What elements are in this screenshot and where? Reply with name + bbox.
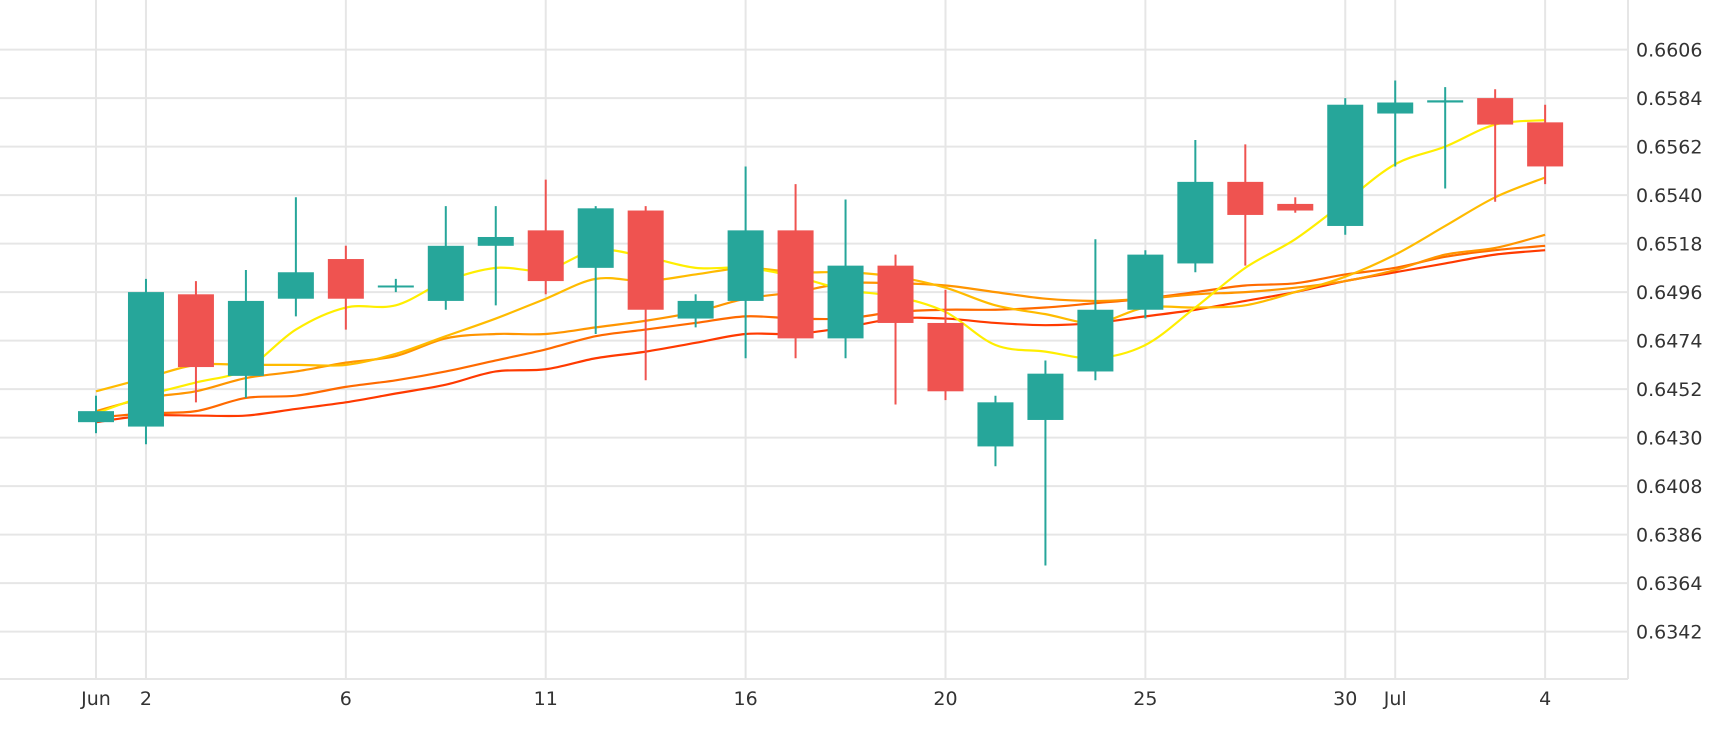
candle-body: [1327, 104, 1364, 226]
ma-2-line: [95, 176, 1546, 393]
y-tick-label: 0.6474: [1636, 331, 1702, 353]
candle: [377, 278, 414, 293]
candle-body: [1477, 98, 1514, 125]
y-tick-label: 0.6496: [1636, 282, 1702, 304]
candle-body: [477, 236, 514, 246]
candle: [1327, 98, 1364, 235]
x-tick-label: 6: [340, 688, 352, 710]
candle-body: [78, 411, 114, 423]
candle-body: [727, 230, 764, 301]
candle-body: [1427, 100, 1464, 103]
moving-average-lines: [95, 119, 1546, 424]
candle: [78, 395, 114, 434]
candle: [1427, 87, 1464, 189]
candle: [477, 206, 514, 306]
candle-body: [827, 265, 864, 339]
candle-body: [127, 292, 164, 427]
candles: [78, 80, 1564, 566]
candle: [1127, 250, 1164, 319]
candle: [577, 206, 614, 334]
candle: [927, 289, 964, 401]
candle-body: [1227, 181, 1264, 215]
candle-body: [577, 208, 614, 268]
candle: [1177, 139, 1214, 273]
y-tick-label: 0.6430: [1636, 428, 1702, 450]
candle-body: [1027, 373, 1064, 420]
candle: [1377, 80, 1414, 167]
x-tick-label: 25: [1133, 688, 1157, 710]
x-tick-label: 4: [1539, 688, 1551, 710]
candle: [177, 281, 214, 403]
y-tick-label: 0.6584: [1636, 88, 1702, 110]
candle-body: [1177, 181, 1214, 264]
candle-body: [877, 265, 914, 323]
candle: [527, 179, 564, 295]
candle: [1227, 144, 1264, 266]
y-tick-label: 0.6606: [1636, 40, 1702, 62]
x-axis: Jun 2 6 11 16 20 25 30 Jul 4: [80, 688, 1551, 710]
y-tick-label: 0.6342: [1636, 622, 1702, 644]
candle: [1077, 239, 1114, 381]
x-tick-label: 30: [1333, 688, 1357, 710]
candle: [727, 166, 764, 359]
y-tick-label: 0.6386: [1636, 525, 1702, 547]
candle: [427, 206, 464, 310]
candle: [1027, 360, 1064, 566]
candle-body: [327, 259, 364, 299]
x-tick-label: 16: [734, 688, 758, 710]
y-tick-label: 0.6562: [1636, 137, 1702, 159]
candle-body: [777, 230, 814, 339]
x-tick-label: Jun: [80, 688, 111, 710]
candle: [877, 254, 914, 405]
candle: [777, 184, 814, 359]
candle-body: [177, 294, 214, 368]
candle-body: [277, 272, 314, 299]
x-tick-label: 20: [933, 688, 957, 710]
candle-body: [377, 285, 414, 288]
grid: [0, 0, 1629, 680]
candle: [227, 270, 264, 398]
candle-body: [627, 210, 664, 310]
candle-body: [677, 300, 714, 319]
candle: [1527, 104, 1564, 185]
ma-1-line: [95, 119, 1546, 415]
x-tick-label: 2: [140, 688, 152, 710]
ma-3-line: [95, 233, 1546, 413]
candle-body: [427, 245, 464, 301]
candle: [827, 199, 864, 359]
x-tick-label: Jul: [1383, 688, 1407, 710]
candle-body: [1527, 122, 1564, 167]
candle: [277, 197, 314, 317]
candle: [1477, 89, 1514, 202]
candle-body: [1077, 309, 1114, 372]
candle-body: [1127, 254, 1164, 310]
candle: [677, 294, 714, 328]
candle: [127, 278, 164, 445]
candle: [977, 395, 1014, 467]
candle-body: [977, 402, 1014, 447]
candle: [1277, 197, 1314, 213]
candle-body: [227, 300, 264, 376]
candle-body: [927, 322, 964, 392]
y-tick-label: 0.6408: [1636, 476, 1702, 498]
y-tick-label: 0.6364: [1636, 573, 1702, 595]
candle-body: [527, 230, 564, 282]
candle: [627, 206, 664, 381]
candle-body: [1277, 203, 1314, 211]
y-tick-label: 0.6452: [1636, 379, 1702, 401]
y-tick-label: 0.6540: [1636, 185, 1702, 207]
candle: [327, 245, 364, 330]
y-tick-label: 0.6518: [1636, 234, 1702, 256]
x-tick-label: 11: [534, 688, 558, 710]
candle-body: [1377, 102, 1414, 114]
y-axis: 0.6606 0.6584 0.6562 0.6540 0.6518 0.6496 0.64…: [1636, 40, 1702, 644]
ma-4-line: [95, 244, 1546, 419]
